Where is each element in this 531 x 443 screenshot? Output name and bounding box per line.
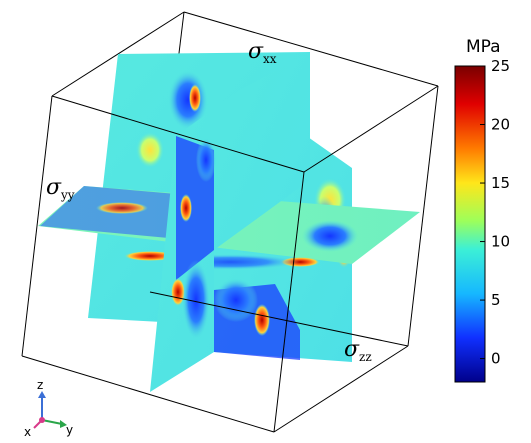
colorbar-unit: MPa — [466, 37, 501, 57]
label-sigma-yy: σyy — [46, 175, 75, 202]
plane-xx-diagonal — [150, 52, 310, 392]
colorbar-ticks: 25 20 15 10 5 0 — [480, 57, 510, 368]
colorbar-gradient — [454, 65, 486, 383]
axis-z-label: z — [37, 378, 43, 392]
colorbar: MPa 25 20 15 10 5 0 — [454, 37, 510, 383]
bounding-box-front — [21, 85, 439, 433]
colorbar-tick-label: 25 — [491, 57, 510, 75]
colorbar-tick-label: 0 — [491, 350, 501, 368]
axis-y-label: y — [66, 423, 73, 437]
axis-triad: z y x — [24, 378, 73, 439]
colorbar-tick-label: 20 — [491, 116, 510, 134]
label-sigma-xx: σxx — [248, 39, 277, 66]
colorbar-tick-label: 10 — [491, 233, 510, 251]
colorbar-tick-label: 15 — [491, 174, 510, 192]
label-sigma-zz: σzz — [344, 337, 372, 364]
colorbar-tick-label: 5 — [491, 291, 501, 309]
axis-x-label: x — [24, 425, 31, 439]
